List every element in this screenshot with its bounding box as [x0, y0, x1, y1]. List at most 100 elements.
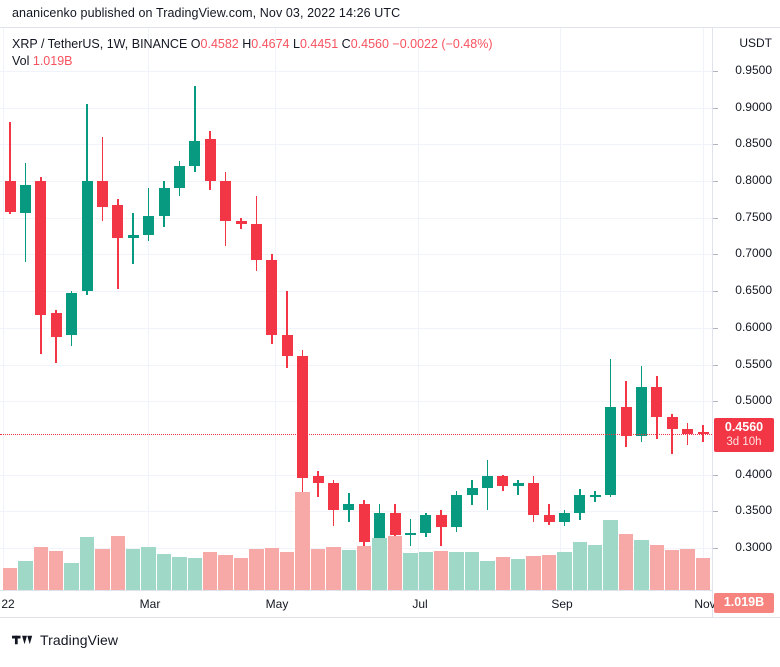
candle-body: [651, 386, 663, 418]
candle-body: [466, 487, 478, 496]
price-axis[interactable]: USDT 0.9500 0.9000 0.8500 0.8000 0.7500 0.700…: [712, 28, 780, 617]
volume-bar: [649, 545, 664, 590]
volume-bar: [403, 553, 418, 590]
candle-body: [158, 188, 170, 216]
volume-bar: [541, 554, 557, 590]
candle-wick: [194, 85, 196, 173]
price-axis-tick: [713, 328, 718, 329]
volume-bar: [464, 551, 480, 590]
candle-body: [50, 313, 62, 337]
candle-body: [143, 215, 155, 236]
candle-wick: [409, 518, 412, 546]
volume-bar: [634, 540, 649, 590]
volume-bar: [187, 558, 202, 590]
volume-bar: [526, 555, 541, 590]
candle-body: [281, 335, 293, 356]
candle-body: [235, 221, 247, 224]
candle-body: [19, 184, 31, 213]
price-axis-tick: [713, 218, 718, 219]
volume-bar: [264, 548, 279, 590]
volume-bar: [434, 550, 449, 590]
volume-bar: [480, 560, 495, 590]
price-axis-label: 0.7000: [735, 246, 772, 261]
candle-body: [481, 476, 493, 488]
price-axis-label: 0.5000: [735, 393, 772, 408]
price-axis-label: 0.8500: [735, 136, 772, 151]
grid-line-horizontal: [0, 291, 712, 292]
volume-bar: [449, 552, 464, 590]
candle-wick: [286, 291, 288, 369]
price-axis-tick: [713, 511, 718, 512]
candle-body: [204, 138, 216, 182]
candle-wick: [517, 480, 519, 496]
candle-body: [605, 407, 617, 496]
price-axis-label: 0.5500: [735, 356, 772, 371]
volume-bar: [110, 536, 125, 590]
bar-countdown: 3d 10h: [726, 435, 762, 448]
volume-bar: [33, 547, 48, 590]
candle-body: [96, 181, 108, 207]
time-axis[interactable]: 22 Mar May Jul Sep Nov: [0, 590, 716, 617]
candle-body: [497, 476, 509, 486]
time-axis-label: Mar: [139, 597, 161, 611]
candle-wick: [101, 137, 104, 222]
volume-bar: [418, 552, 433, 590]
volume-bar: [511, 558, 526, 590]
candle-body: [512, 483, 524, 486]
grid-line-vertical: [418, 28, 419, 590]
candle-body: [220, 181, 232, 222]
grid-line-horizontal: [0, 144, 712, 145]
candle-body: [389, 512, 401, 535]
candle-wick: [317, 470, 319, 497]
grid-line-horizontal: [0, 328, 712, 329]
time-axis-label: Sep: [551, 597, 573, 611]
current-price-tag: 0.4560 3d 10h: [714, 417, 774, 452]
price-axis-label: 0.3000: [735, 540, 772, 554]
volume-bar: [295, 492, 310, 590]
volume-bar: [126, 549, 141, 590]
price-axis-label: 0.8000: [735, 173, 772, 188]
candle-body: [35, 181, 47, 315]
candle-body: [558, 512, 570, 523]
volume-bar: [95, 549, 110, 590]
candle-body: [173, 166, 185, 189]
volume-bar: [603, 519, 618, 590]
volume-bar: [557, 551, 572, 590]
grid-line-vertical: [148, 28, 149, 590]
price-axis-tick: [713, 144, 718, 145]
volume-bar: [372, 537, 387, 590]
candle-wick: [9, 122, 11, 215]
volume-bar: [695, 558, 711, 590]
price-axis-label: 0.6000: [735, 319, 772, 334]
grid-line-horizontal: [0, 181, 712, 182]
volume-bar: [665, 549, 680, 590]
tradingview-logo-icon: [12, 633, 34, 647]
volume-bar: [326, 547, 341, 590]
volume-bar: [2, 567, 18, 590]
volume-bar: [280, 551, 295, 590]
candle-body: [404, 533, 416, 536]
candle-body: [297, 355, 309, 479]
candle-body: [697, 431, 709, 434]
price-axis-tick: [713, 71, 718, 72]
volume-bar: [141, 546, 156, 590]
current-price-value: 0.4560: [724, 419, 764, 434]
volume-bar: [572, 541, 587, 590]
candle-body: [81, 181, 93, 292]
price-axis-label: 0.9500: [735, 63, 772, 77]
grid-line-horizontal: [0, 548, 712, 549]
volume-bar: [233, 558, 249, 590]
candle-wick: [117, 199, 119, 289]
volume-bar: [49, 551, 64, 590]
chart-frame: XRP / TetherUS, 1W, BINANCE O0.4582 H0.4…: [0, 27, 780, 618]
candle-body: [4, 181, 16, 212]
volume-bar: [310, 549, 326, 590]
price-axis-label: 0.7500: [735, 209, 772, 224]
current-volume-value: 1.019B: [723, 595, 765, 609]
tradingview-footer: TradingView: [12, 632, 118, 648]
chart-pane[interactable]: [0, 28, 712, 590]
volume-bar: [64, 563, 79, 590]
candle-body: [250, 223, 262, 261]
candle-body: [635, 386, 647, 437]
